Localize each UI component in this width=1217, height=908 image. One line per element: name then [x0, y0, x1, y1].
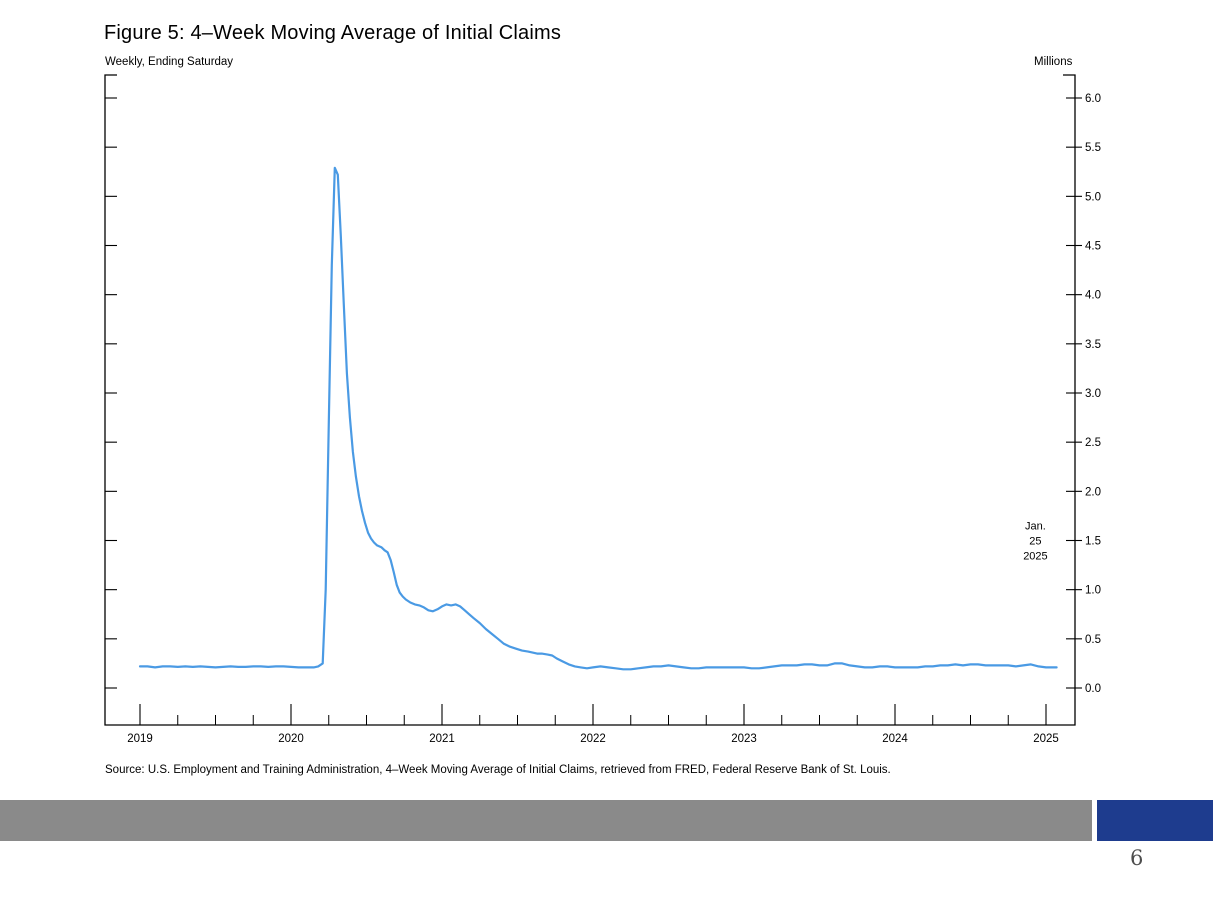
svg-text:1.0: 1.0: [1085, 585, 1101, 597]
svg-text:2020: 2020: [278, 733, 304, 745]
source-note: Source: U.S. Employment and Training Adm…: [105, 764, 891, 776]
svg-text:Jan.: Jan.: [1025, 521, 1046, 533]
svg-text:2021: 2021: [429, 733, 455, 745]
svg-text:2023: 2023: [731, 733, 757, 745]
page-number: 6: [1130, 846, 1144, 870]
svg-text:0.0: 0.0: [1085, 683, 1101, 695]
unit-caption: Millions: [1034, 56, 1073, 68]
frequency-caption: Weekly, Ending Saturday: [105, 56, 234, 68]
svg-text:2.5: 2.5: [1085, 437, 1101, 449]
svg-text:3.0: 3.0: [1085, 388, 1101, 400]
footer-gray-bar: [0, 800, 1092, 841]
svg-text:5.0: 5.0: [1085, 191, 1101, 203]
svg-text:25: 25: [1029, 536, 1041, 548]
svg-text:4.0: 4.0: [1085, 290, 1101, 302]
svg-text:0.5: 0.5: [1085, 634, 1101, 646]
svg-text:2024: 2024: [882, 733, 908, 745]
figure-title: Figure 5: 4–Week Moving Average of Initi…: [104, 22, 562, 44]
svg-text:3.5: 3.5: [1085, 339, 1101, 351]
svg-text:2022: 2022: [580, 733, 606, 745]
svg-text:1.5: 1.5: [1085, 536, 1101, 548]
svg-text:5.5: 5.5: [1085, 142, 1101, 154]
svg-text:2025: 2025: [1023, 551, 1047, 563]
footer-blue-bar: [1097, 800, 1213, 841]
svg-text:2025: 2025: [1033, 733, 1059, 745]
svg-text:4.5: 4.5: [1085, 241, 1101, 253]
svg-text:2019: 2019: [127, 733, 153, 745]
svg-text:2.0: 2.0: [1085, 486, 1101, 498]
svg-text:6.0: 6.0: [1085, 93, 1101, 105]
